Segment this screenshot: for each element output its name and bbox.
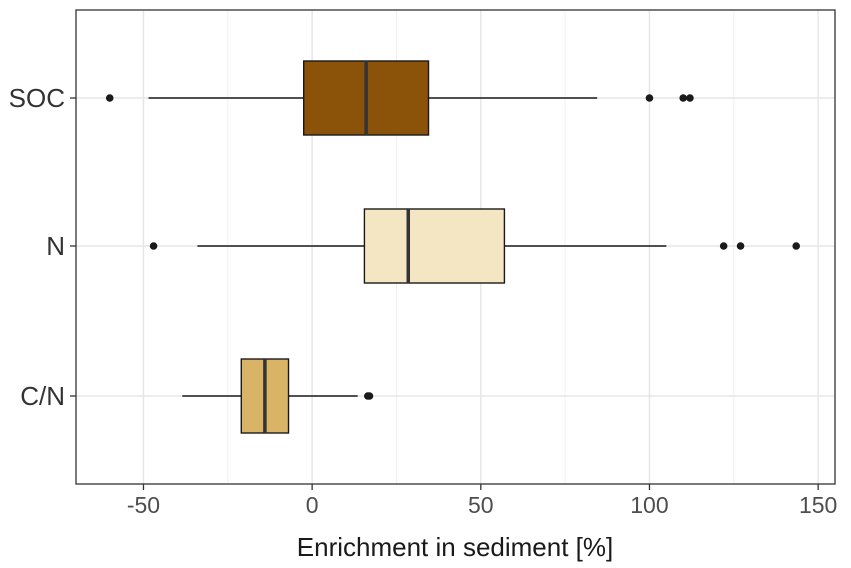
outlier-point [149, 242, 158, 250]
x-tick-label: -50 [127, 492, 160, 518]
x-tick-label: 0 [306, 492, 319, 518]
x-axis-title: Enrichment in sediment [%] [297, 532, 613, 562]
iqr-box [363, 208, 506, 284]
x-tick-label: 50 [468, 492, 494, 518]
outlier-point [792, 242, 801, 250]
box-c-n [182, 358, 374, 434]
outlier-point [686, 94, 694, 102]
category-label: SOC [9, 83, 65, 113]
outlier-point [645, 94, 654, 102]
outlier-point [719, 242, 728, 250]
outlier-point [679, 94, 687, 102]
category-label: C/N [20, 381, 65, 411]
boxes [105, 60, 801, 434]
plot-panel-border [75, 9, 836, 485]
category-label: N [46, 231, 65, 261]
outlier-point [105, 94, 114, 102]
box-soc [105, 60, 694, 136]
x-tick-label: 150 [799, 492, 837, 518]
outlier-point [365, 392, 374, 400]
box-n [149, 208, 801, 284]
outlier-point [736, 242, 745, 250]
axes: -50 0 50 100 150 SOC N C/N [9, 83, 838, 518]
x-tick-label: 100 [630, 492, 668, 518]
